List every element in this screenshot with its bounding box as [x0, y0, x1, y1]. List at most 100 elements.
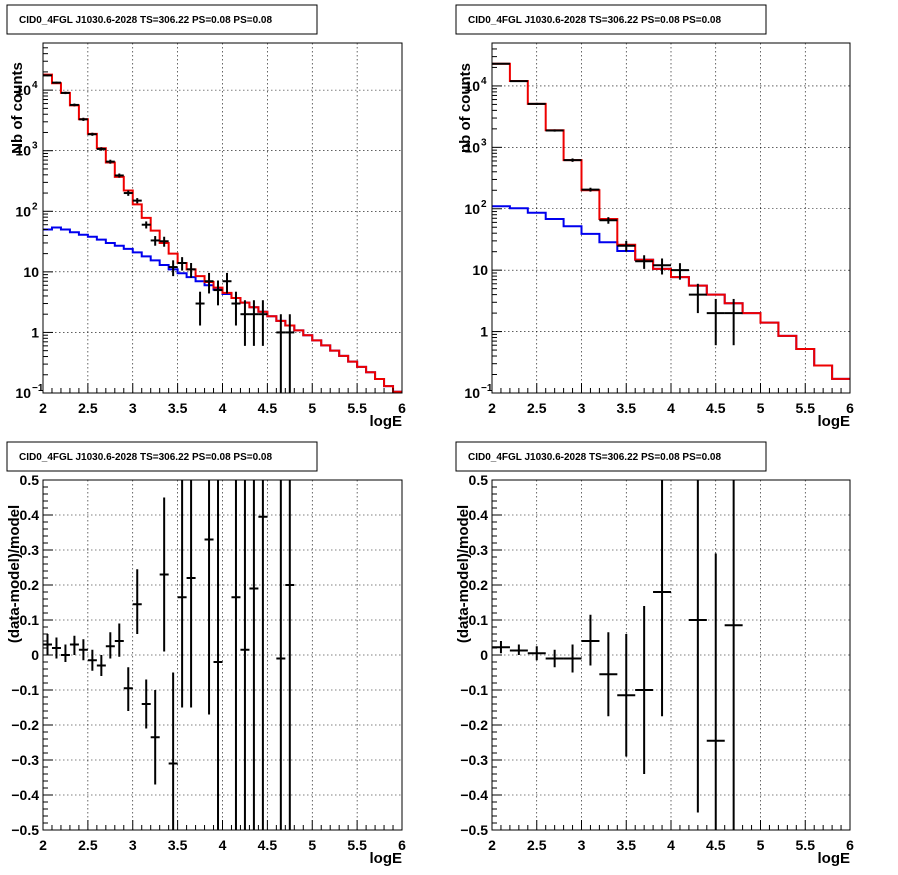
y-axis-title: (data-model)/model — [455, 505, 472, 643]
data-point — [105, 159, 115, 164]
data-point — [240, 480, 250, 830]
data-point — [42, 634, 52, 655]
data-point — [249, 300, 259, 346]
data-point — [491, 641, 510, 654]
y-tick-label: 10 — [15, 143, 31, 159]
x-tick-label: 2.5 — [527, 400, 547, 416]
data-point — [168, 672, 178, 830]
data-point — [231, 480, 241, 830]
x-axis-title: logE — [370, 850, 403, 867]
data-point — [141, 679, 151, 729]
title-box — [6, 441, 318, 472]
x-tick-label: 4 — [667, 400, 675, 416]
x-tick-label: 5.5 — [347, 400, 367, 416]
data-point — [258, 480, 268, 830]
y-tick-label: 0.2 — [469, 577, 489, 593]
data-point — [670, 263, 689, 280]
x-tick-label: 4.5 — [258, 837, 278, 853]
data-point — [509, 80, 528, 83]
data-point — [285, 314, 295, 393]
title-box — [455, 4, 767, 35]
data-point — [213, 480, 223, 830]
y-tick-label: −0.5 — [460, 822, 488, 838]
y-tick-exponent: −1 — [32, 383, 44, 394]
x-tick-label: 6 — [398, 400, 406, 416]
data-point — [222, 272, 232, 294]
data-point — [150, 690, 160, 785]
x-tick-label: 2 — [39, 400, 47, 416]
data-point — [581, 187, 600, 192]
x-tick-label: 4 — [667, 837, 675, 853]
x-tick-label: 3.5 — [617, 837, 637, 853]
data-point — [177, 257, 187, 271]
data-point — [51, 637, 61, 659]
data-point — [159, 236, 169, 247]
x-tick-label: 2.5 — [78, 837, 98, 853]
data-point — [96, 655, 106, 676]
y-tick-exponent: 2 — [481, 199, 487, 210]
y-tick-label: −0.4 — [460, 787, 488, 803]
y-tick-exponent: 2 — [32, 201, 38, 212]
data-point — [276, 314, 286, 393]
data-point — [231, 291, 241, 326]
y-tick-label: 0.3 — [469, 542, 489, 558]
data-point — [563, 158, 582, 162]
y-tick-label: 0.4 — [469, 507, 489, 523]
counts-panel-right: CID0_4FGL J1030.6-2028 TS=306.22 PS=0.08… — [455, 4, 854, 430]
data-point — [581, 614, 600, 666]
x-tick-label: 4.5 — [706, 837, 726, 853]
data-point — [42, 74, 52, 77]
y-tick-label: 10 — [15, 82, 31, 98]
data-point — [240, 300, 250, 346]
x-tick-label: 3 — [578, 837, 586, 853]
data-point — [105, 632, 115, 659]
y-tick-label: 10 — [464, 201, 480, 217]
y-tick-label: 0.1 — [469, 612, 489, 628]
y-tick-label: 10 — [15, 385, 31, 401]
data-point — [69, 103, 79, 107]
y-axis-title: (data-model)/model — [6, 505, 23, 643]
x-tick-label: 5.5 — [796, 837, 816, 853]
y-tick-exponent: 4 — [32, 80, 38, 91]
data-point — [545, 649, 564, 668]
x-tick-label: 2.5 — [527, 837, 547, 853]
counts-panel-left: CID0_4FGL J1030.6-2028 TS=306.22 PS=0.08… — [6, 4, 406, 430]
data-point — [60, 644, 70, 662]
y-tick-label: 0.5 — [20, 472, 40, 488]
data-point — [509, 644, 528, 655]
data-point — [141, 221, 151, 229]
data-point — [132, 569, 142, 634]
x-tick-label: 4.5 — [706, 400, 726, 416]
title-box — [6, 4, 318, 35]
data-point — [706, 298, 725, 346]
y-tick-exponent: 3 — [32, 141, 38, 152]
chart-title: CID0_4FGL J1030.6-2028 TS=306.22 PS=0.08… — [19, 15, 272, 26]
data-point — [724, 480, 743, 830]
y-tick-label: 0.3 — [20, 542, 40, 558]
y-tick-label: −0.1 — [460, 682, 488, 698]
data-point — [159, 497, 169, 652]
x-tick-label: 3.5 — [168, 837, 188, 853]
x-tick-label: 5.5 — [796, 400, 816, 416]
data-point — [204, 480, 214, 715]
y-axis-title: nb of counts — [457, 63, 474, 153]
y-tick-label: −0.4 — [11, 787, 39, 803]
y-tick-label: 10 — [464, 139, 480, 155]
x-tick-label: 6 — [846, 837, 854, 853]
x-tick-label: 5.5 — [347, 837, 367, 853]
data-point — [617, 240, 636, 252]
data-point — [204, 272, 214, 294]
x-tick-label: 3 — [129, 400, 137, 416]
x-tick-label: 4 — [219, 837, 227, 853]
x-axis-title: logE — [370, 413, 403, 430]
y-tick-label: 0 — [480, 647, 488, 663]
data-point — [177, 480, 187, 708]
y-tick-label: 10 — [464, 385, 480, 401]
data-point — [258, 300, 268, 346]
x-tick-label: 5 — [308, 837, 316, 853]
x-tick-label: 3.5 — [617, 400, 637, 416]
x-tick-label: 6 — [846, 400, 854, 416]
x-tick-label: 5 — [757, 400, 765, 416]
residual-panel-right: CID0_4FGL J1030.6-2028 TS=306.22 PS=0.08… — [455, 441, 854, 867]
